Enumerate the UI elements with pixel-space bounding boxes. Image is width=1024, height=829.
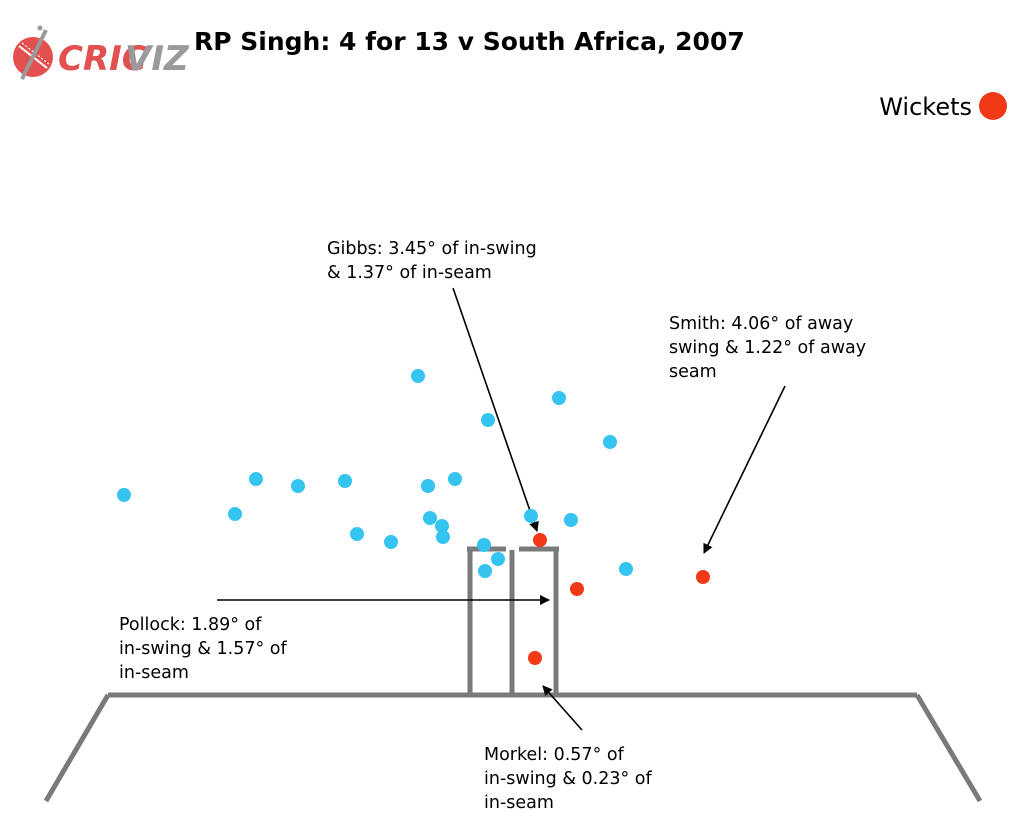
cricket-ball-icon bbox=[13, 25, 53, 80]
delivery-point-1 bbox=[411, 369, 425, 383]
delivery-point-0 bbox=[117, 488, 131, 502]
delivery-point-11 bbox=[350, 527, 364, 541]
wicket-point-2 bbox=[696, 570, 710, 584]
delivery-point-20 bbox=[478, 564, 492, 578]
delivery-point-3 bbox=[552, 391, 566, 405]
arrow-smith bbox=[703, 385, 786, 554]
logo-text-viz: VIZ bbox=[125, 39, 190, 79]
arrow-gibbs bbox=[452, 287, 539, 532]
legend: Wickets bbox=[879, 92, 1007, 121]
annotation-morkel: Morkel: 0.57° of in-swing & 0.23° of in-… bbox=[484, 745, 653, 813]
annotation-gibbs-line-1: Gibbs: 3.45° of in-swing bbox=[327, 239, 537, 259]
annotation-pollock-line-1: Pollock: 1.89° of bbox=[119, 615, 262, 635]
wicket-point-3 bbox=[528, 651, 542, 665]
logo-text-cric: CRIC bbox=[58, 39, 147, 79]
delivery-point-18 bbox=[477, 538, 491, 552]
cricviz-logo: CRIC VIZ bbox=[13, 25, 190, 80]
delivery-point-10 bbox=[228, 507, 242, 521]
delivery-point-13 bbox=[423, 511, 437, 525]
annotation-gibbs: Gibbs: 3.45° of in-swing & 1.37° of in-s… bbox=[327, 239, 537, 283]
delivery-point-21 bbox=[619, 562, 633, 576]
data-points bbox=[117, 369, 710, 665]
delivery-point-15 bbox=[436, 530, 450, 544]
annotation-pollock-line-3: in-seam bbox=[119, 663, 189, 683]
wicket-point-0 bbox=[533, 533, 547, 547]
annotation-pollock: Pollock: 1.89° of in-swing & 1.57° of in… bbox=[119, 615, 288, 683]
annotation-smith: Smith: 4.06° of away swing & 1.22° of aw… bbox=[669, 314, 866, 382]
annotation-morkel-line-2: in-swing & 0.23° of bbox=[484, 769, 653, 789]
chart-title: RP Singh: 4 for 13 v South Africa, 2007 bbox=[194, 27, 745, 56]
annotation-gibbs-line-2: & 1.37° of in-seam bbox=[327, 263, 492, 283]
delivery-point-6 bbox=[291, 479, 305, 493]
annotation-smith-line-3: seam bbox=[669, 362, 717, 382]
delivery-point-5 bbox=[249, 472, 263, 486]
wicket-point-1 bbox=[570, 582, 584, 596]
annotation-smith-line-2: swing & 1.22° of away bbox=[669, 338, 866, 358]
delivery-point-17 bbox=[564, 513, 578, 527]
legend-label: Wickets bbox=[879, 93, 972, 121]
delivery-point-8 bbox=[421, 479, 435, 493]
delivery-point-19 bbox=[491, 552, 505, 566]
annotation-arrows bbox=[217, 287, 786, 731]
annotation-pollock-line-2: in-swing & 1.57° of bbox=[119, 639, 288, 659]
annotation-morkel-line-1: Morkel: 0.57° of bbox=[484, 745, 625, 765]
delivery-point-12 bbox=[384, 535, 398, 549]
delivery-point-16 bbox=[524, 509, 538, 523]
delivery-point-4 bbox=[603, 435, 617, 449]
annotation-smith-line-1: Smith: 4.06° of away bbox=[669, 314, 853, 334]
delivery-point-2 bbox=[481, 413, 495, 427]
stumps bbox=[467, 546, 559, 695]
legend-marker bbox=[979, 92, 1007, 120]
delivery-point-14 bbox=[435, 519, 449, 533]
delivery-point-9 bbox=[448, 472, 462, 486]
delivery-point-7 bbox=[338, 474, 352, 488]
arrow-morkel bbox=[542, 685, 583, 731]
annotation-morkel-line-3: in-seam bbox=[484, 793, 554, 813]
